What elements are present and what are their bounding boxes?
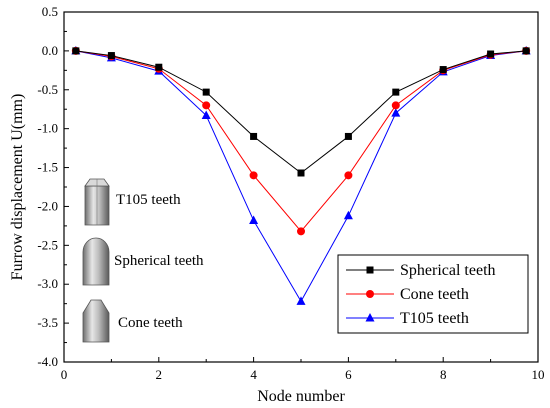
data-point: [202, 101, 211, 110]
data-point: [201, 110, 211, 119]
data-point: [155, 63, 163, 71]
y-tick-label: -1.5: [37, 160, 58, 175]
x-tick-label: 6: [345, 367, 352, 382]
data-point: [487, 50, 495, 58]
y-tick-label: -3.0: [37, 276, 58, 291]
y-tick-label: -3.5: [37, 315, 58, 330]
cone-teeth-illustration: [82, 299, 110, 343]
legend-item: T105 teeth: [346, 310, 469, 327]
y-tick-label: -4.0: [37, 354, 58, 369]
spherical-tool-shape: [82, 237, 110, 286]
y-axis-title: Furrow displacement U(mm): [9, 94, 26, 281]
data-point: [439, 66, 447, 74]
y-tick-label: 0.5: [42, 4, 58, 19]
legend-label: Cone teeth: [400, 286, 469, 303]
legend: Spherical teeth Cone teeth T105 teeth: [337, 254, 529, 334]
data-point: [344, 171, 353, 180]
data-point: [343, 210, 353, 220]
data-point: [344, 132, 352, 140]
y-tick-label: 0.0: [42, 43, 58, 58]
data-point: [392, 88, 400, 96]
x-tick-label: 8: [440, 367, 447, 382]
cone-tool-shape: [82, 299, 110, 343]
series-line: [75, 50, 527, 174]
data-point: [72, 47, 80, 55]
spherical-teeth-illustration: [82, 237, 110, 286]
spherical-teeth-label: Spherical teeth: [114, 253, 204, 269]
series-0: [72, 47, 530, 177]
y-tick-label: -2.0: [37, 198, 58, 213]
series-layer: [71, 45, 531, 305]
legend-item: Cone teeth: [346, 286, 469, 303]
data-point: [522, 47, 530, 55]
legend-label: Spherical teeth: [400, 262, 496, 279]
t105-teeth-label: T105 teeth: [116, 192, 181, 208]
x-tick-label: 10: [532, 367, 545, 382]
legend-marker: [366, 290, 374, 298]
x-axis-title: Node number: [257, 388, 345, 405]
x-tick-label: 0: [61, 367, 68, 382]
y-tick-label: -1.0: [37, 121, 58, 136]
data-point: [249, 171, 258, 180]
x-axis-ticks: 0 2 4 6 8 10: [61, 357, 545, 382]
data-point: [296, 296, 306, 305]
data-point: [391, 108, 401, 117]
t105-teeth-illustration: [84, 178, 110, 226]
legend-marker: [365, 313, 375, 322]
x-tick-label: 2: [156, 367, 163, 382]
data-point: [107, 52, 115, 60]
y-tick-label: -2.5: [37, 237, 58, 252]
x-tick-label: 4: [250, 367, 257, 382]
data-point: [250, 132, 258, 140]
y-axis-ticks: 0.5 0.0 -0.5 -1.0 -1.5 -2.0 -2.5 -3.0 -3.5 -4.0: [37, 4, 69, 369]
data-point: [391, 101, 400, 110]
y-tick-label: -0.5: [37, 82, 58, 97]
legend-marker: [366, 266, 374, 274]
data-point: [297, 227, 305, 236]
data-point: [202, 88, 210, 96]
legend-item: Spherical teeth: [346, 262, 496, 279]
data-point: [297, 169, 305, 177]
data-point: [249, 215, 259, 224]
cone-teeth-label: Cone teeth: [118, 315, 183, 331]
legend-label: T105 teeth: [400, 310, 469, 327]
